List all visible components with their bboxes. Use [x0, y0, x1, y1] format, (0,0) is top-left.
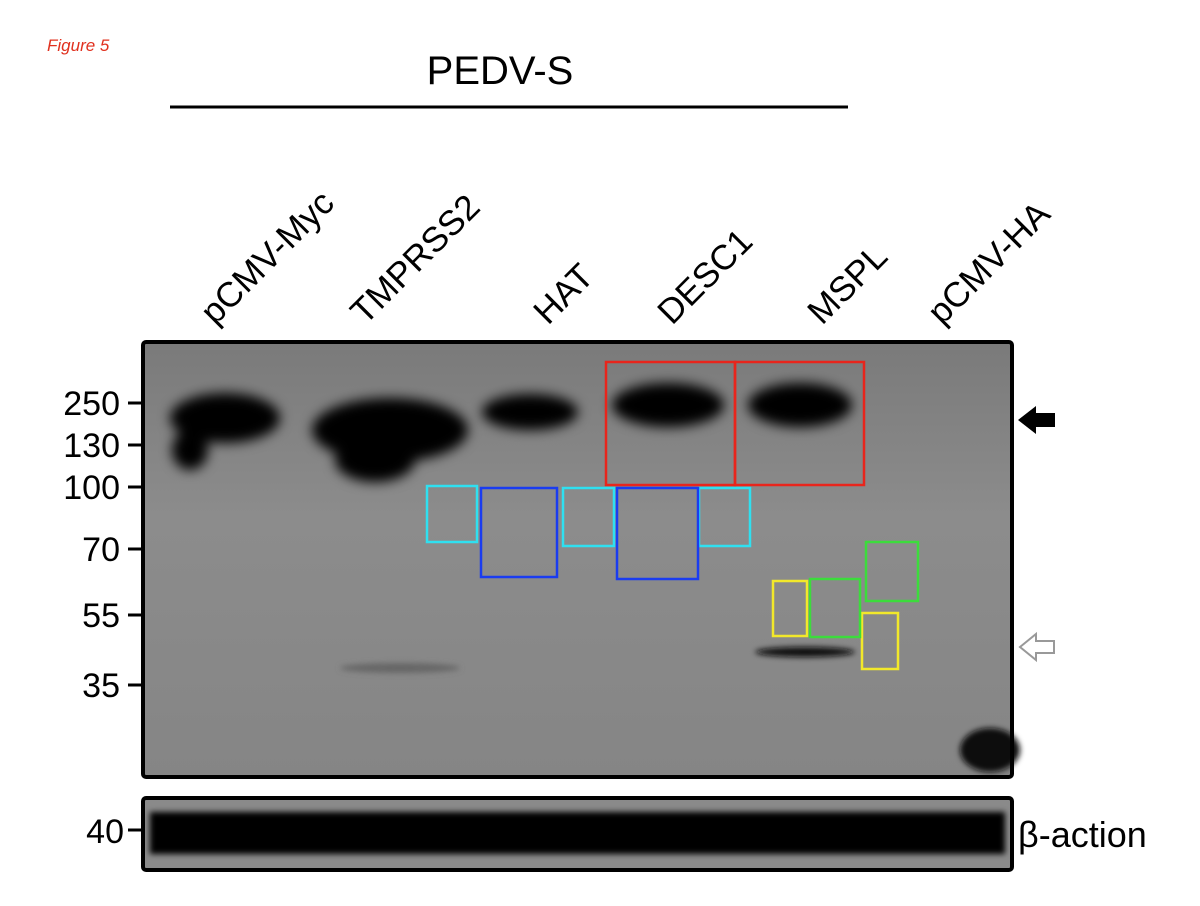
- lane-label: DESC1: [650, 222, 760, 332]
- marker-label: 55: [82, 597, 120, 635]
- group-label: PEDV-S: [427, 49, 574, 93]
- lane-label: pCMV-Myc: [193, 183, 342, 332]
- loading-marker: 40: [86, 813, 124, 851]
- marker-label: 35: [82, 667, 120, 705]
- arrow-full: [1018, 406, 1055, 434]
- highlight-boxes: [425, 360, 920, 671]
- loading-label: β-action: [1018, 814, 1147, 855]
- lane-label: MSPL: [800, 237, 895, 332]
- loading-blot: [128, 796, 1014, 872]
- loading-band: [150, 812, 1005, 854]
- marker-label: 70: [82, 531, 120, 569]
- lane-label: TMPRSS2: [343, 187, 487, 331]
- marker-label: 250: [63, 385, 120, 423]
- arrow-cleaved: [1018, 631, 1055, 663]
- bands: [170, 383, 852, 482]
- lane-label: HAT: [526, 256, 601, 331]
- loading-border: [141, 796, 1014, 872]
- lane-label: pCMV-HA: [920, 194, 1058, 332]
- marker-label: 130: [63, 427, 120, 465]
- blot: [141, 340, 1055, 779]
- blot-border: [141, 340, 1014, 779]
- faint-bands: [340, 647, 1020, 772]
- marker-label: 100: [63, 469, 120, 507]
- figure-label: Figure 5: [47, 36, 110, 55]
